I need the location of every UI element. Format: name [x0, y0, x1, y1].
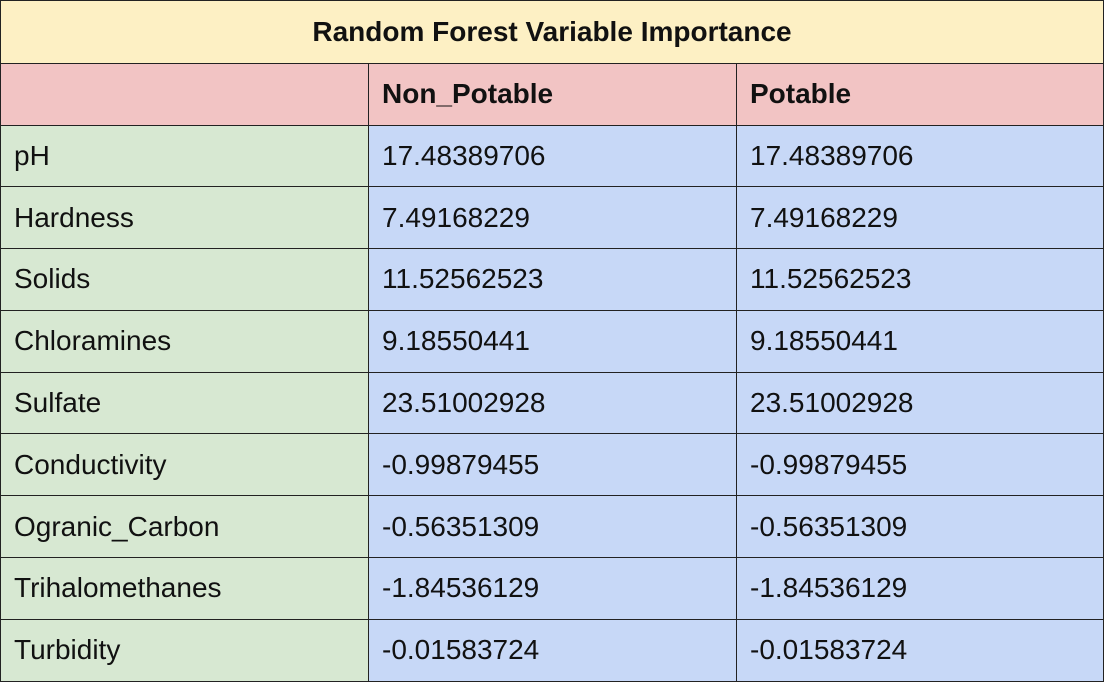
- row-label-cell: Solids: [0, 248, 369, 311]
- row-label-cell: Hardness: [0, 186, 369, 250]
- header-non-potable: Non_Potable: [368, 63, 737, 126]
- value-cell-potable: 11.52562523: [735, 248, 1105, 311]
- row-label-cell: pH: [0, 124, 369, 188]
- table-row: Conductivity -0.99879455 -0.99879455: [0, 433, 1105, 497]
- value-cell-non-potable: 9.18550441: [368, 309, 737, 373]
- value-cell-non-potable: 11.52562523: [368, 248, 737, 311]
- table-row: Ogranic_Carbon -0.56351309 -0.56351309: [0, 495, 1105, 559]
- value-cell-non-potable: -0.01583724: [368, 618, 737, 682]
- value-cell-non-potable: -0.99879455: [368, 433, 737, 497]
- header-potable: Potable: [735, 63, 1105, 126]
- table-title: Random Forest Variable Importance: [0, 0, 1105, 64]
- value-cell-non-potable: 17.48389706: [368, 124, 737, 188]
- row-label-cell: Chloramines: [0, 309, 369, 373]
- value-cell-potable: 7.49168229: [735, 186, 1105, 250]
- table-row: Sulfate 23.51002928 23.51002928: [0, 371, 1105, 435]
- row-label-cell: Turbidity: [0, 618, 369, 682]
- row-label-cell: Sulfate: [0, 371, 369, 435]
- value-cell-non-potable: -0.56351309: [368, 495, 737, 559]
- table-row: Trihalomethanes -1.84536129 -1.84536129: [0, 557, 1105, 620]
- title-row: Random Forest Variable Importance: [0, 0, 1105, 64]
- row-label-cell: Conductivity: [0, 433, 369, 497]
- value-cell-potable: -1.84536129: [735, 557, 1105, 620]
- header-blank-cell: [0, 63, 369, 126]
- value-cell-potable: -0.01583724: [735, 618, 1105, 682]
- value-cell-potable: -0.56351309: [735, 495, 1105, 559]
- value-cell-potable: 9.18550441: [735, 309, 1105, 373]
- value-cell-potable: -0.99879455: [735, 433, 1105, 497]
- value-cell-non-potable: 7.49168229: [368, 186, 737, 250]
- table-row: Solids 11.52562523 11.52562523: [0, 248, 1105, 311]
- table-row: pH 17.48389706 17.48389706: [0, 124, 1105, 188]
- table-row: Chloramines 9.18550441 9.18550441: [0, 309, 1105, 373]
- table-row: Hardness 7.49168229 7.49168229: [0, 186, 1105, 250]
- row-label-cell: Ogranic_Carbon: [0, 495, 369, 559]
- header-row: Non_Potable Potable: [0, 63, 1105, 126]
- value-cell-non-potable: -1.84536129: [368, 557, 737, 620]
- row-label-cell: Trihalomethanes: [0, 557, 369, 620]
- value-cell-potable: 17.48389706: [735, 124, 1105, 188]
- value-cell-potable: 23.51002928: [735, 371, 1105, 435]
- value-cell-non-potable: 23.51002928: [368, 371, 737, 435]
- table-row: Turbidity -0.01583724 -0.01583724: [0, 618, 1105, 682]
